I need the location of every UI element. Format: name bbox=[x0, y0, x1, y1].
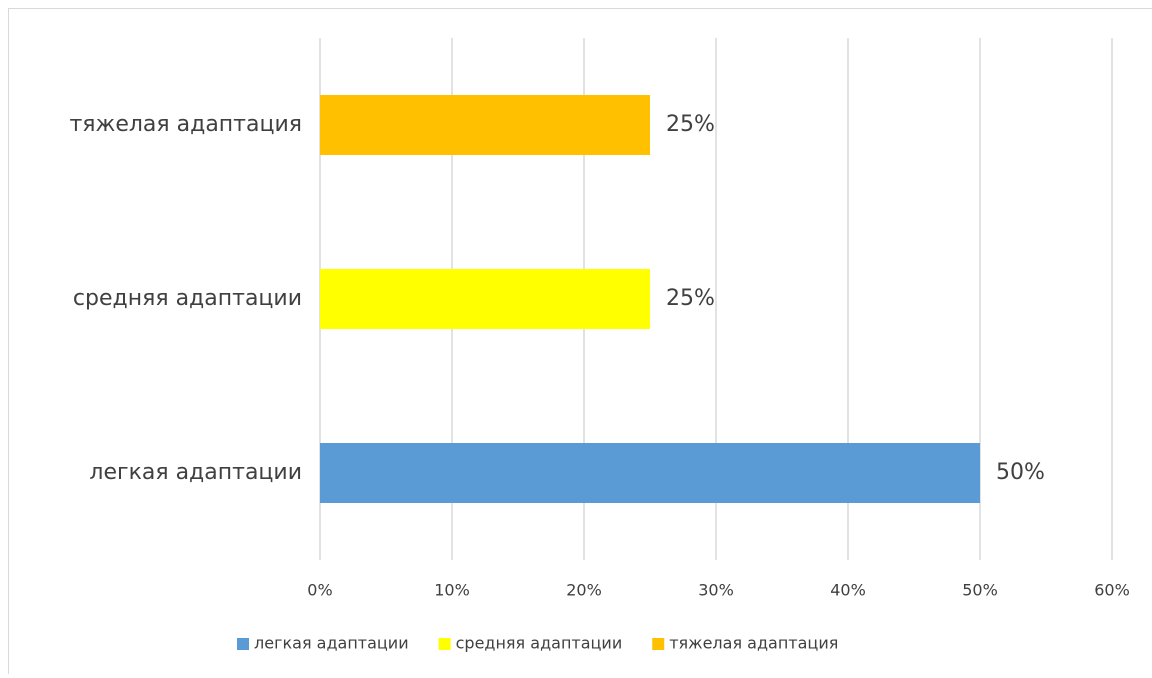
x-tick-label: 60% bbox=[1094, 581, 1130, 600]
x-tick-label: 40% bbox=[830, 581, 866, 600]
bar bbox=[320, 443, 980, 503]
x-tick-label: 0% bbox=[307, 581, 332, 600]
legend-swatch bbox=[439, 638, 451, 650]
value-label: 25% bbox=[666, 286, 715, 311]
y-tick-label: тяжелая адаптация bbox=[69, 112, 302, 137]
value-label: 25% bbox=[666, 112, 715, 137]
value-label: 50% bbox=[996, 460, 1045, 485]
legend-label: тяжелая адаптация bbox=[669, 634, 838, 653]
legend-label: легкая адаптации bbox=[254, 634, 409, 653]
bar bbox=[320, 95, 650, 155]
x-tick-label: 10% bbox=[434, 581, 470, 600]
legend-label: средняя адаптации bbox=[456, 634, 623, 653]
y-tick-label: средняя адаптации bbox=[73, 286, 302, 311]
x-tick-label: 30% bbox=[698, 581, 734, 600]
legend-swatch bbox=[237, 638, 249, 650]
bar bbox=[320, 269, 650, 329]
x-tick-label: 50% bbox=[962, 581, 998, 600]
legend-swatch bbox=[652, 638, 664, 650]
y-tick-label: легкая адаптации bbox=[89, 460, 302, 485]
x-tick-label: 20% bbox=[566, 581, 602, 600]
